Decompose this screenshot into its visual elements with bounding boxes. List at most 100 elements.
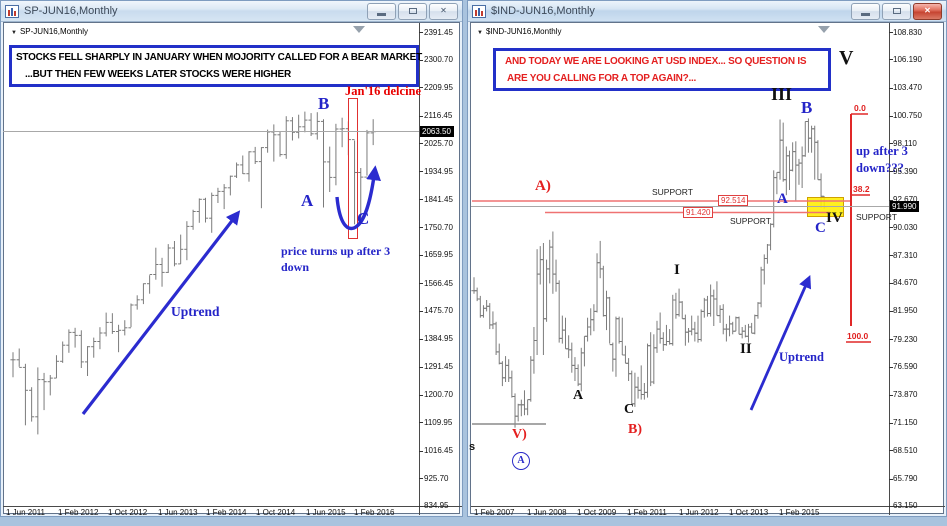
restore-button[interactable]	[398, 2, 427, 20]
price-axis-label: 1841.45	[424, 194, 453, 204]
abc-a-label: A	[777, 191, 788, 207]
price-axis-tick	[419, 227, 423, 229]
wave-c-label: C	[357, 209, 370, 228]
price-axis-label: 1934.95	[424, 166, 453, 176]
chart-dropdown-icon[interactable]: ▼	[477, 30, 483, 36]
price-axis-label: 1384.95	[424, 334, 453, 343]
price-axis-tick	[419, 32, 423, 33]
price-axis-tick	[889, 199, 893, 201]
minimize-button[interactable]	[367, 2, 396, 20]
chart-window-icon	[5, 4, 19, 18]
right-chart-header[interactable]: ▼ $IND-JUN16,Monthly	[477, 27, 562, 36]
lower-a-label: A	[573, 388, 584, 403]
price-axis-label: 68.510	[893, 445, 918, 455]
level-91420-box: 91.420	[683, 207, 714, 218]
time-axis-label: 1 Feb 2007	[474, 508, 515, 517]
left-window-titlebar[interactable]: SP-JUN16,Monthly ✕	[1, 1, 462, 22]
scroll-to-end-icon	[818, 26, 830, 33]
minimize-button[interactable]	[851, 2, 880, 20]
right-window-titlebar[interactable]: $IND-JUN16,Monthly ✕	[468, 1, 946, 22]
price-axis-label: 1566.45	[424, 278, 453, 288]
close-button[interactable]: ✕	[429, 2, 458, 20]
right-window-title: $IND-JUN16,Monthly	[491, 5, 595, 17]
price-axis-tick	[889, 143, 893, 145]
red-b-label: B)	[628, 422, 642, 437]
price-axis-label: 1109.95	[424, 417, 453, 427]
price-axis-tick	[889, 115, 893, 117]
price-axis-tick	[419, 450, 423, 452]
circled-a-label: A	[512, 452, 530, 470]
left-chart-window: STOCKS FELL SHARPLY IN JANUARY WHEN MOJO…	[0, 0, 463, 517]
scroll-to-end-icon	[353, 26, 365, 33]
time-axis-label: 1 Jun 2013	[158, 508, 198, 517]
price-axis-tick	[419, 366, 423, 368]
time-axis-label: 1 Feb 2011	[627, 508, 667, 517]
price-axis-tick	[889, 310, 893, 312]
current-price-box: 91.990	[890, 201, 920, 212]
price-axis-label: 1475.70	[424, 306, 453, 316]
time-axis-separator	[3, 506, 462, 507]
uptrend-label: Uptrend	[171, 304, 220, 319]
time-axis-label: 1 Feb 2015	[779, 508, 820, 517]
restore-button[interactable]	[882, 2, 911, 20]
price-axis-tick	[889, 171, 893, 173]
time-axis-label: 1 Jun 2008	[527, 508, 567, 517]
price-axis-label: 2300.70	[424, 55, 453, 65]
right-chart-canvas[interactable]	[470, 22, 944, 514]
price-axis-tick	[419, 115, 423, 117]
price-axis-label: 95.390	[893, 166, 918, 176]
lower-c-label: C	[624, 402, 635, 417]
chart-window-icon	[472, 4, 486, 18]
wave-I-label: I	[674, 262, 680, 278]
fib-0-label: 0.0	[854, 103, 866, 113]
price-axis-label: 2391.45	[424, 27, 453, 37]
price-axis-tick	[419, 283, 423, 285]
right-note-line1: AND TODAY WE ARE LOOKING AT USD INDEX...…	[505, 56, 807, 67]
price-axis-label: 81.950	[893, 306, 918, 316]
wave-III-label: III	[771, 84, 793, 104]
price-axis-label: 92.670	[893, 195, 918, 205]
price-axis-tick	[419, 338, 423, 340]
support-label-2: SUPPORT	[730, 216, 771, 226]
wave-b-label: B	[318, 94, 330, 113]
price-axis-tick	[419, 199, 423, 201]
time-axis-label: 1 Feb 2014	[206, 508, 247, 517]
close-button[interactable]: ✕	[913, 2, 942, 20]
price-axis-tick	[419, 254, 423, 256]
price-axis-label: 90.030	[893, 222, 918, 232]
price-axis-tick	[419, 310, 423, 312]
jan16-decline-label: Jan'16 delcine	[345, 84, 422, 98]
left-note-line1: STOCKS FELL SHARPLY IN JANUARY WHEN MOJO…	[16, 52, 422, 63]
left-chart-header[interactable]: ▼ SP-JUN16,Monthly	[11, 27, 88, 36]
price-axis-label: 100.750	[893, 111, 922, 121]
price-axis-tick	[889, 505, 893, 507]
time-axis-label: 1 Oct 2012	[108, 508, 148, 517]
current-price-line	[471, 206, 889, 207]
price-axis-label: 98.110	[893, 138, 917, 148]
price-axis-label: 103.470	[893, 83, 922, 93]
time-axis-label: 1 Feb 2016	[354, 508, 395, 517]
price-axis-label: 65.790	[893, 474, 918, 484]
time-axis-label: 1 Jun 2015	[306, 508, 346, 517]
chart-dropdown-icon[interactable]: ▼	[11, 30, 17, 36]
price-axis-label: 1016.45	[424, 446, 453, 456]
price-axis-label: 925.70	[424, 473, 449, 483]
red-a-label: A)	[535, 178, 551, 194]
price-axis-tick	[419, 394, 423, 396]
price-axis-label: 1659.95	[424, 250, 453, 260]
wave-V-label: V	[839, 47, 854, 69]
price-axis-label: 63.150	[893, 501, 918, 511]
price-axis-tick	[889, 59, 893, 61]
price-axis-label: 84.670	[893, 278, 918, 288]
left-chart-header-label: SP-JUN16,Monthly	[19, 27, 88, 36]
price-axis-label: 1200.70	[424, 390, 453, 400]
price-axis-label: 2025.70	[424, 138, 453, 148]
level-92514-box: 92.514	[718, 195, 749, 206]
up-after-3-line1: up after 3	[856, 144, 908, 158]
price-axis-label: 73.870	[893, 390, 918, 400]
time-axis-label: 1 Jun 2011	[6, 508, 45, 517]
price-axis-tick	[889, 32, 893, 33]
price-axis-label: 108.830	[893, 27, 922, 37]
left-window-title: SP-JUN16,Monthly	[24, 5, 118, 17]
support-label-1: SUPPORT	[652, 187, 693, 197]
